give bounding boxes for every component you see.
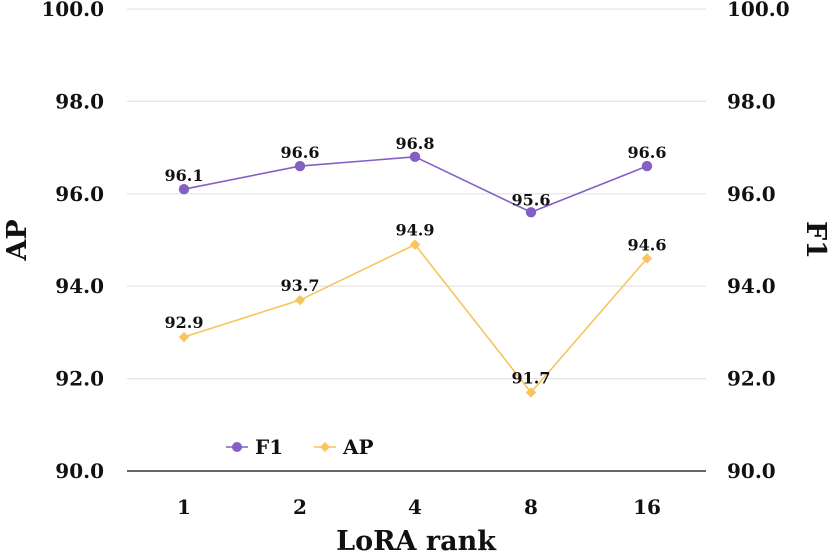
x-axis: 1 2 4 8 16 bbox=[177, 495, 661, 519]
ap-data-label: 92.9 bbox=[165, 313, 204, 332]
x-tick-label: 4 bbox=[408, 495, 422, 519]
left-y-tick-label: 90.0 bbox=[55, 459, 104, 483]
f1-data-label: 96.8 bbox=[396, 134, 435, 153]
right-y-tick-label: 94.0 bbox=[727, 274, 776, 298]
gridlines bbox=[127, 8, 706, 472]
f1-point bbox=[178, 183, 190, 195]
f1-point bbox=[294, 160, 306, 172]
f1-point bbox=[525, 207, 537, 218]
f1-data-label: 96.6 bbox=[281, 143, 320, 162]
legend-item-f1: F1 bbox=[226, 435, 283, 459]
legend-label: F1 bbox=[255, 435, 283, 459]
legend-label: AP bbox=[342, 435, 374, 459]
f1-point bbox=[641, 160, 653, 172]
series-f1: 96.1 96.6 96.8 95.6 96.6 bbox=[165, 134, 667, 218]
legend-item-ap: AP bbox=[314, 435, 374, 459]
x-axis-title: LoRA rank bbox=[336, 526, 497, 554]
f1-data-label: 96.6 bbox=[628, 143, 667, 162]
ap-data-label: 94.9 bbox=[396, 221, 435, 240]
left-y-axis-title: AP bbox=[2, 219, 33, 261]
series-layer: 96.1 96.6 96.8 95.6 96.6 92.9 93.7 94.9 91.7 94.6 bbox=[165, 134, 667, 398]
right-y-tick-label: 90.0 bbox=[727, 459, 776, 483]
ap-data-label: 94.6 bbox=[628, 235, 667, 254]
f1-data-label: 95.6 bbox=[512, 190, 551, 209]
series-ap: 92.9 93.7 94.9 91.7 94.6 bbox=[165, 221, 667, 398]
legend-marker bbox=[232, 442, 242, 452]
right-y-axis: 90.0 92.0 94.0 96.0 98.0 100.0 bbox=[727, 0, 790, 483]
f1-line bbox=[183, 156, 648, 214]
f1-point bbox=[409, 151, 421, 163]
ap-point bbox=[294, 294, 306, 306]
right-y-axis-title: F1 bbox=[800, 221, 831, 259]
x-tick-label: 8 bbox=[524, 495, 538, 519]
right-y-tick-label: 92.0 bbox=[727, 367, 776, 391]
ap-line bbox=[183, 243, 648, 394]
left-y-tick-label: 94.0 bbox=[55, 274, 104, 298]
ap-data-label: 91.7 bbox=[512, 368, 551, 387]
x-tick-label: 2 bbox=[293, 495, 307, 519]
legend-marker bbox=[320, 442, 330, 452]
left-y-axis: 90.0 92.0 94.0 96.0 98.0 100.0 bbox=[41, 0, 104, 483]
left-y-tick-label: 96.0 bbox=[55, 182, 104, 206]
left-y-tick-label: 92.0 bbox=[55, 367, 104, 391]
ap-point bbox=[525, 387, 537, 398]
legend: F1 AP bbox=[226, 435, 374, 459]
ap-point bbox=[641, 253, 653, 264]
ap-data-label: 93.7 bbox=[281, 276, 320, 295]
left-y-tick-label: 98.0 bbox=[55, 89, 104, 113]
left-y-tick-label: 100.0 bbox=[41, 0, 104, 21]
f1-data-label: 96.1 bbox=[165, 166, 204, 185]
right-y-tick-label: 100.0 bbox=[727, 0, 790, 21]
ap-point bbox=[409, 239, 421, 250]
right-y-tick-label: 98.0 bbox=[727, 89, 776, 113]
x-tick-label: 16 bbox=[633, 495, 661, 519]
ap-point bbox=[178, 331, 190, 343]
x-tick-label: 1 bbox=[177, 495, 191, 519]
right-y-tick-label: 96.0 bbox=[727, 182, 776, 206]
